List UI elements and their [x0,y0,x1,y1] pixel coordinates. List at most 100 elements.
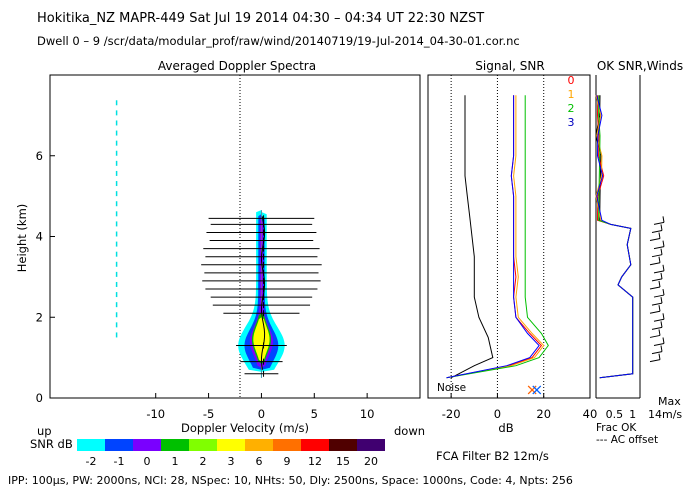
colorbar-cell [77,439,105,451]
signal-snr-title: Signal, SNR [475,59,544,73]
spectra-y-tick-label: 6 [36,149,43,163]
spectra-x-tick-label: 10 [360,407,375,421]
colorbar-tick-label: 12 [308,455,322,468]
wind-barbs [649,216,665,363]
dwell-label: 2 [568,102,575,115]
down-label: down [394,424,425,438]
header-title: Hokitika_NZ MAPR-449 Sat Jul 19 2014 04:… [37,11,484,26]
frac-ok-label: Frac OK [596,422,637,434]
colorbar-cell [133,439,161,451]
mean-velocity-trace [260,216,266,370]
wind-barb-shaft [649,310,661,314]
signal-curves [446,95,549,379]
signal-x-tick-label: 40 [583,407,598,421]
signal-x-label: dB [498,421,513,435]
signal-curve-2 [446,95,549,379]
colorbar-cell [189,439,217,451]
wind-barb-feather [658,305,661,312]
spectra-y-tick-label: 2 [36,310,43,324]
wind-barb-feather [660,248,663,255]
colorbar-tick-label: 20 [364,455,378,468]
wind-barb-shaft [649,262,661,266]
frac-ok-curve [598,95,634,379]
spectral-width-bars [201,215,322,377]
wind-barb-shaft [649,359,661,363]
signal-curve-1 [446,95,545,379]
spectra-title: Averaged Doppler Spectra [158,59,316,73]
wind-barb-feather [660,321,663,328]
header-file-path: Dwell 0 – 9 /scr/data/modular_prof/raw/w… [37,34,520,48]
wind-barb-feather [658,256,661,263]
ok-snr-winds-panel: OK SNR,Winds 0.5 1 Max 14m/s Frac OK --- … [595,59,683,446]
wind-barb-feather [662,216,665,223]
max-label: Max [658,395,681,408]
wind-barb-shaft [653,221,665,225]
wind-barb-shaft [651,254,663,258]
wind-barb-shaft [649,334,661,338]
wind-barb-shaft [651,351,663,355]
signal-snr-frame [427,74,591,399]
spectra-x-label: Doppler Velocity (m/s) [181,421,309,435]
wind-barb-shaft [649,286,661,290]
wind-barb-shaft [653,246,665,250]
colorbar-cell [357,439,385,451]
wind-barb-feather [660,297,663,304]
dwell-label: 0 [568,74,575,87]
colorbar-tick-label: 2 [200,455,207,468]
spectra-y-ticks: 0 2 4 6 [36,149,55,405]
frac-ok-curve [596,95,634,379]
spectra-y-tick-label: 0 [36,391,43,405]
colorbar-tick-labels: -2 -1 0 1 2 3 6 9 12 15 20 [86,455,378,468]
colorbar-tick-label: 1 [172,455,179,468]
colorbar-cell [273,439,301,451]
snr-colorbar-label: SNR dB [30,437,73,451]
wind-barb-feather [660,224,663,231]
wind-barb-shaft [653,294,665,298]
colorbar-tick-label: 6 [256,455,263,468]
up-label: up [37,424,52,438]
wind-barb-shaft [653,343,665,347]
spectra-x-tick-label: 0 [258,407,265,421]
colorbar-tick-label: 3 [228,455,235,468]
wind-barb-shaft [649,238,661,242]
signal-x-tick-label: 20 [536,407,551,421]
wind-barb-feather [662,240,665,247]
dwell-label: 3 [568,116,575,129]
signal-curve-3 [446,95,540,379]
winds-x-ticks: 0.5 1 [606,408,637,421]
spectra-y-label: Height (km) [15,204,29,273]
wind-barb-feather [660,345,663,352]
spectra-y-tick-label: 4 [36,230,43,244]
frac-ok-curves [595,95,634,379]
spectra-x-ticks: -10 -5 0 5 10 [146,393,374,421]
wind-barb-feather [662,337,665,344]
wind-barb-feather [662,288,665,296]
wind-barb-shaft [653,270,665,274]
winds-x-tick-label: 1 [629,408,636,421]
colorbar-cells [77,439,385,451]
signal-curve-signal [450,95,494,379]
spectra-x-tick-label: -5 [203,407,214,421]
noise-label: Noise [437,382,466,394]
frac-ok-curve [596,95,634,379]
signal-x-tick-label: 0 [494,407,501,421]
wind-barb-feather [662,264,665,271]
signal-x-tick-label: -20 [442,407,461,421]
colorbar-cell [105,439,133,451]
wind-barb-feather [658,329,661,336]
frac-ok-curve [595,95,634,379]
colorbar-cell [301,439,329,451]
ac-offset-label: --- AC offset [596,434,658,446]
winds-x-tick-label: 0.5 [606,408,624,421]
wind-barb-shaft [651,229,663,233]
wind-barb-shaft [653,318,665,322]
snr-contour-yellow [253,210,270,378]
colorbar-cell [161,439,189,451]
wind-barb-feather [658,232,661,239]
spectra-x-tick-label: 5 [311,407,318,421]
colorbar-tick-label: -1 [114,455,125,468]
spectra-x-tick-label: -10 [146,407,165,421]
footer-parameters: IPP: 100µs, PW: 2000ns, NCI: 28, NSpec: … [8,474,573,487]
